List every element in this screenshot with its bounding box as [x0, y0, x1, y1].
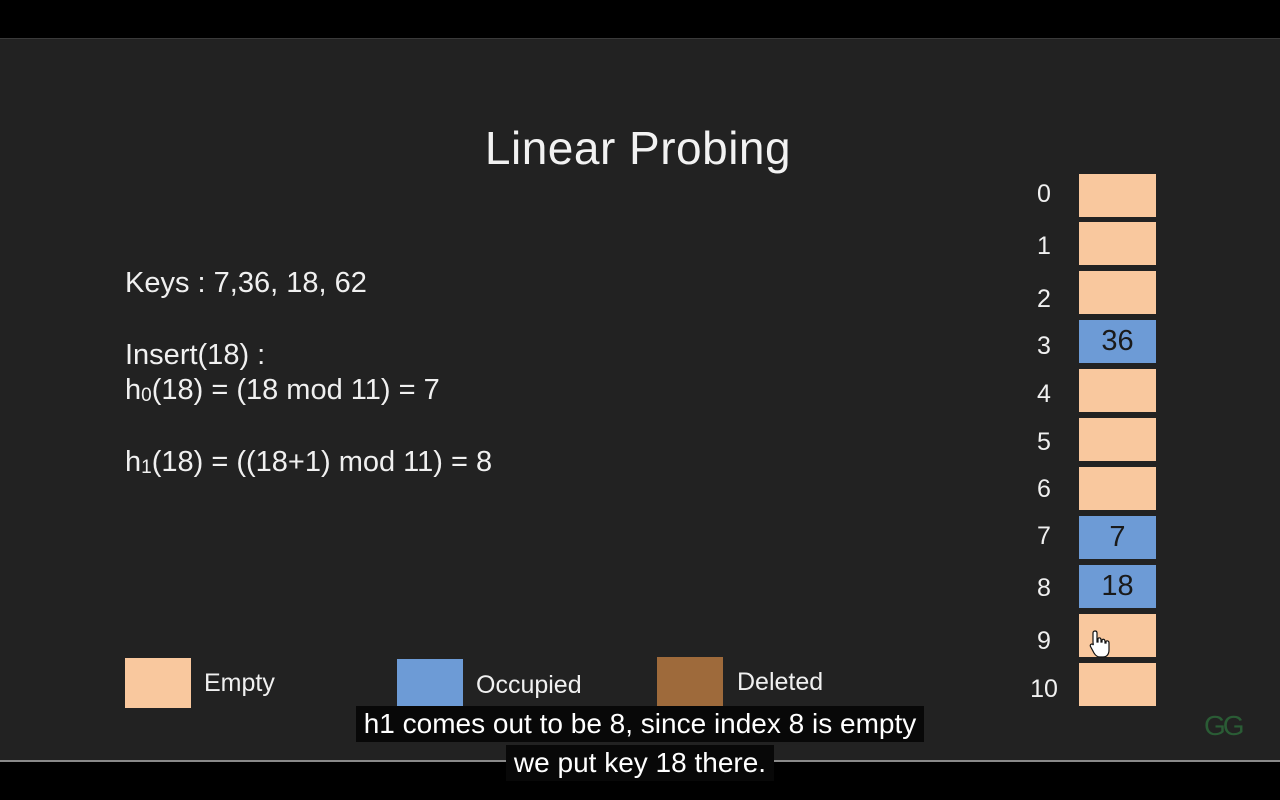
hash-slot-8: 18	[1077, 563, 1158, 610]
gfg-logo: GG	[1204, 710, 1245, 741]
slot-index-2: 2	[1037, 285, 1051, 313]
slot-index-1: 1	[1037, 232, 1051, 260]
slot-index-9: 9	[1037, 627, 1051, 655]
legend-deleted-label: Deleted	[737, 668, 824, 696]
h0-subscript: 0	[141, 385, 152, 406]
hash-slot-1	[1077, 220, 1158, 267]
legend-empty-label: Empty	[204, 669, 275, 697]
legend-empty-swatch	[125, 658, 191, 708]
h1-fn: h	[125, 446, 142, 478]
slot-index-3: 3	[1037, 332, 1051, 360]
subtitle-line-1: h1 comes out to be 8, since index 8 is e…	[0, 706, 1280, 742]
insert-line: Insert(18) :	[125, 339, 266, 371]
hash-slot-4	[1077, 367, 1158, 414]
subtitle-line-2: we put key 18 there.	[0, 745, 1280, 781]
h0-formula: h0(18) = (18 mod 11) = 7	[125, 374, 440, 407]
hash-slot-5	[1077, 416, 1158, 463]
slot-index-10: 10	[1030, 675, 1058, 703]
slot-index-4: 4	[1037, 380, 1051, 408]
h1-formula: h1(18) = ((18+1) mod 11) = 8	[125, 446, 492, 479]
h1-subscript: 1	[141, 457, 152, 478]
slot-index-6: 6	[1037, 475, 1051, 503]
hash-slot-9	[1077, 612, 1158, 659]
hash-slot-7: 7	[1077, 514, 1158, 561]
legend-deleted-swatch	[657, 657, 723, 707]
slot-index-0: 0	[1037, 180, 1051, 208]
h1-expression: (18) = ((18+1) mod 11) = 8	[151, 446, 493, 478]
h0-expression: (18) = (18 mod 11) = 7	[151, 374, 440, 406]
subtitle-line-2-text: we put key 18 there.	[505, 745, 775, 781]
slot-index-7: 7	[1037, 522, 1051, 550]
hand-pointer-icon	[1089, 630, 1110, 658]
keys-line: Keys : 7,36, 18, 62	[125, 267, 367, 299]
slot-index-5: 5	[1037, 428, 1051, 456]
legend-occupied-label: Occupied	[476, 671, 582, 699]
subtitle-line-1-text: h1 comes out to be 8, since index 8 is e…	[355, 706, 925, 742]
hash-slot-0	[1077, 172, 1158, 219]
hash-slot-3: 36	[1077, 318, 1158, 365]
hash-slot-10	[1077, 661, 1158, 708]
hash-slot-2	[1077, 269, 1158, 316]
hash-slot-6	[1077, 465, 1158, 512]
slot-index-8: 8	[1037, 574, 1051, 602]
h0-fn: h	[125, 374, 142, 406]
video-frame[interactable]: Linear Probing Keys : 7,36, 18, 62 Inser…	[0, 38, 1280, 762]
slide-title: Linear Probing	[484, 122, 792, 174]
legend-occupied-swatch	[397, 659, 463, 709]
